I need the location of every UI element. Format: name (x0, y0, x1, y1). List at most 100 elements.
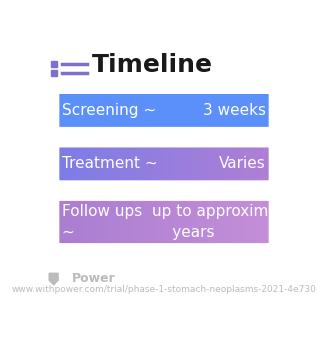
Bar (123, 87, 124, 134)
Bar (206, 141, 208, 187)
Bar (234, 87, 236, 134)
Bar (196, 194, 197, 250)
Bar (222, 87, 223, 134)
Bar (191, 87, 192, 134)
Bar (62, 141, 64, 187)
Bar (218, 87, 219, 134)
Bar (208, 141, 209, 187)
Bar (193, 194, 194, 250)
Bar (128, 141, 129, 187)
Bar (273, 141, 275, 187)
Bar (133, 141, 134, 187)
Bar (116, 141, 117, 187)
Bar (245, 194, 247, 250)
Bar (140, 141, 142, 187)
Bar (234, 194, 236, 250)
Bar (154, 194, 155, 250)
Bar (200, 141, 201, 187)
Bar (57, 141, 58, 187)
Bar (104, 141, 105, 187)
Bar (166, 87, 167, 134)
Bar (97, 87, 98, 134)
Bar (262, 87, 263, 134)
Bar (218, 194, 219, 250)
Bar (221, 194, 222, 250)
Bar (182, 141, 183, 187)
Bar (215, 194, 216, 250)
Bar (231, 194, 232, 250)
Bar (109, 141, 110, 187)
Bar (120, 87, 122, 134)
Bar (266, 194, 267, 250)
Bar (115, 87, 116, 134)
Bar (127, 87, 128, 134)
Bar (241, 194, 242, 250)
Bar (70, 141, 71, 187)
Bar (166, 194, 167, 250)
Bar (123, 141, 124, 187)
Bar (58, 141, 59, 187)
Bar (106, 141, 107, 187)
Bar (201, 141, 202, 187)
Bar (168, 194, 170, 250)
Bar (267, 194, 268, 250)
Bar (136, 141, 137, 187)
Bar (106, 194, 107, 250)
Bar (149, 141, 151, 187)
Bar (239, 194, 240, 250)
Bar (59, 194, 60, 250)
Text: www.withpower.com/trial/phase-1-stomach-neoplasms-2021-4e730: www.withpower.com/trial/phase-1-stomach-… (12, 285, 316, 294)
Bar (174, 87, 175, 134)
Bar (186, 141, 188, 187)
Bar (60, 87, 61, 134)
Bar (80, 87, 81, 134)
Bar (212, 141, 213, 187)
Bar (211, 87, 212, 134)
Bar (228, 194, 229, 250)
Bar (95, 194, 96, 250)
Bar (210, 141, 211, 187)
Bar (97, 194, 98, 250)
Bar (81, 194, 83, 250)
Bar (253, 141, 254, 187)
Bar (275, 194, 276, 250)
Bar (56, 141, 57, 187)
Bar (177, 194, 179, 250)
Bar (209, 141, 210, 187)
Bar (214, 87, 215, 134)
Bar (77, 141, 78, 187)
Bar (143, 141, 144, 187)
Bar (73, 87, 74, 134)
Bar (186, 194, 188, 250)
Bar (216, 87, 218, 134)
Bar (158, 141, 160, 187)
Bar (212, 194, 213, 250)
Bar (244, 87, 245, 134)
Bar (181, 194, 182, 250)
Bar (81, 141, 83, 187)
Bar (230, 194, 231, 250)
Bar (245, 141, 247, 187)
Bar (255, 141, 257, 187)
Bar (175, 141, 176, 187)
Bar (254, 194, 255, 250)
Bar (249, 194, 250, 250)
Bar (213, 141, 214, 187)
Bar (152, 194, 153, 250)
Bar (177, 141, 179, 187)
Bar (224, 87, 225, 134)
Bar (183, 141, 184, 187)
Bar (222, 194, 223, 250)
Bar (221, 87, 222, 134)
Bar (162, 87, 163, 134)
Bar (163, 87, 164, 134)
Bar (146, 87, 147, 134)
Bar (89, 194, 90, 250)
Bar (86, 87, 87, 134)
Bar (64, 87, 65, 134)
Bar (254, 87, 255, 134)
Text: Treatment ~: Treatment ~ (62, 156, 158, 171)
Bar (182, 87, 183, 134)
Bar (162, 141, 163, 187)
Bar (268, 87, 269, 134)
